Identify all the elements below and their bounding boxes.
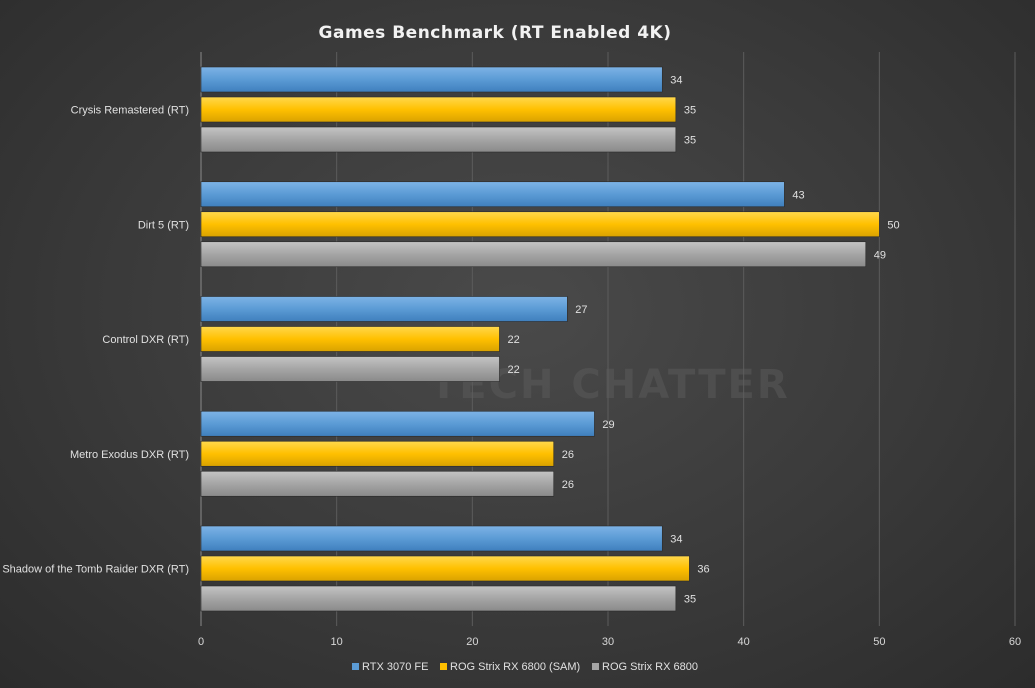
category-label: Dirt 5 (RT) xyxy=(138,219,189,231)
bar xyxy=(200,356,500,382)
bar xyxy=(200,326,500,352)
bar xyxy=(200,410,595,437)
bar xyxy=(200,126,677,153)
chart-title: Games Benchmark (RT Enabled 4K) xyxy=(319,23,672,43)
data-label: 36 xyxy=(697,564,709,576)
bar xyxy=(200,181,785,208)
data-label: 29 xyxy=(602,419,614,431)
bar xyxy=(200,585,677,612)
category-label: Crysis Remastered (RT) xyxy=(71,105,189,117)
x-tick-label: 60 xyxy=(1009,636,1021,648)
data-label: 35 xyxy=(684,594,696,606)
x-tick-label: 50 xyxy=(873,636,885,648)
data-label: 35 xyxy=(684,105,696,117)
category-label: Control DXR (RT) xyxy=(102,334,189,346)
x-tick-label: 10 xyxy=(331,636,343,648)
bar xyxy=(200,211,880,238)
bars-group: 34 35 35 43 50 49 27 22 22 29 26 26 34 36 35 xyxy=(200,66,900,612)
x-tick-label: 20 xyxy=(466,636,478,648)
data-label: 43 xyxy=(792,189,804,201)
data-label: 22 xyxy=(507,334,519,346)
bar xyxy=(200,96,677,123)
x-tick-label: 30 xyxy=(602,636,614,648)
data-label: 27 xyxy=(575,304,587,316)
category-label: Metro Exodus DXR (RT) xyxy=(70,449,189,461)
data-label: 34 xyxy=(670,534,682,546)
data-label: 26 xyxy=(562,449,574,461)
bar xyxy=(200,241,867,268)
data-label: 49 xyxy=(874,249,886,261)
legend-label: ROG Strix RX 6800 xyxy=(602,661,698,673)
legend-label: ROG Strix RX 6800 (SAM) xyxy=(450,661,580,673)
legend-label: RTX 3070 FE xyxy=(362,661,428,673)
category-labels: Crysis Remastered (RT) Dirt 5 (RT) Control… xyxy=(2,105,189,576)
bar xyxy=(200,296,568,322)
x-axis-ticks: 0 10 20 30 40 50 60 xyxy=(198,636,1021,648)
data-label: 34 xyxy=(670,75,682,87)
legend-swatch xyxy=(592,663,599,670)
bar xyxy=(200,525,663,552)
bar xyxy=(200,66,663,93)
legend-swatch xyxy=(440,663,447,670)
bar xyxy=(200,440,555,467)
bar xyxy=(200,555,690,582)
data-label: 35 xyxy=(684,135,696,147)
data-label: 50 xyxy=(887,219,899,231)
legend-swatch xyxy=(352,663,359,670)
data-label: 26 xyxy=(562,479,574,491)
x-tick-label: 40 xyxy=(738,636,750,648)
bar xyxy=(200,470,555,497)
data-label: 22 xyxy=(507,364,519,376)
legend: RTX 3070 FE ROG Strix RX 6800 (SAM) ROG St… xyxy=(352,661,698,673)
category-label: Shadow of the Tomb Raider DXR (RT) xyxy=(2,564,189,576)
x-tick-label: 0 xyxy=(198,636,204,648)
